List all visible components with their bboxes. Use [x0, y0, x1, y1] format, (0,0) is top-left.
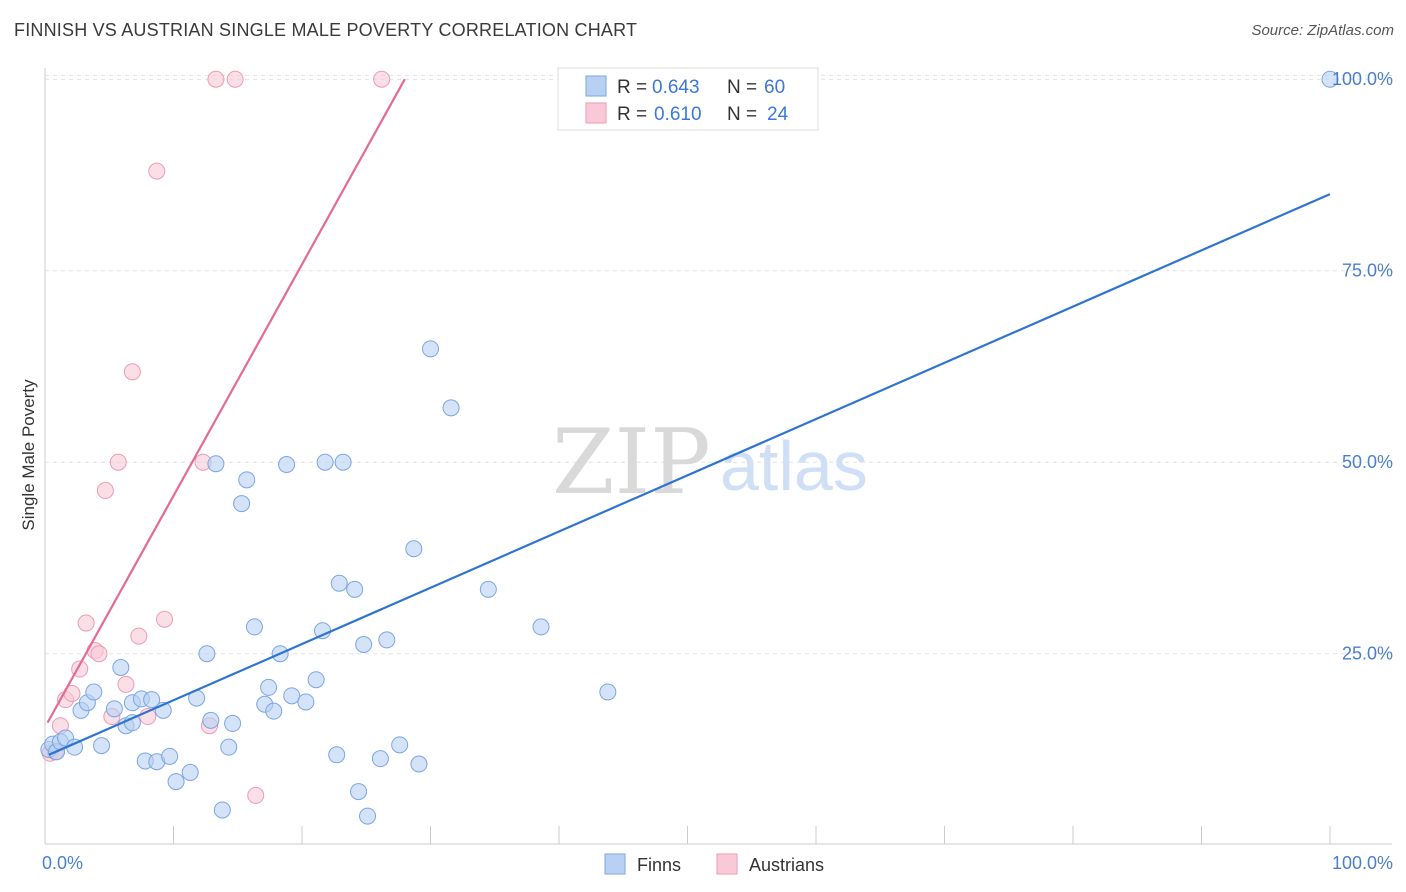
finns-point-37 [278, 455, 296, 473]
finns-n-value: 60 [764, 77, 785, 98]
finns-point-8 [85, 683, 103, 701]
finns-swatch [604, 853, 626, 875]
trendlines [46, 78, 1331, 756]
x-tick-label-min: 0.0% [42, 853, 83, 873]
austrians-r-label: R = [617, 104, 647, 125]
watermark-zip: ZIP [552, 410, 711, 515]
finns-point-29 [224, 714, 242, 732]
finns-point-60 [1321, 70, 1339, 88]
finns-point-35 [265, 702, 283, 720]
finns-point-54 [410, 755, 428, 773]
finns-point-40 [307, 671, 325, 689]
finns-point-57 [479, 580, 497, 598]
chart-title: FINNISH VS AUSTRIAN SINGLE MALE POVERTY … [14, 20, 638, 40]
finns-point-24 [198, 645, 216, 663]
finns-legend-label: Finns [637, 855, 681, 875]
finns-point-42 [316, 453, 334, 471]
source-credit: Source: ZipAtlas.com [1251, 22, 1394, 39]
austrians-r-value: 0.610 [654, 104, 702, 125]
austrians-swatch [716, 853, 738, 875]
watermark: ZIP atlas [552, 410, 868, 515]
finns-point-22 [181, 763, 199, 781]
y-tick-label-50: 50.0% [1342, 452, 1393, 472]
finns-point-46 [346, 580, 364, 598]
series-legend: Finns Austrians [604, 853, 824, 875]
austrians-point-23 [373, 70, 391, 88]
finns-point-25 [202, 711, 220, 729]
finns-point-17 [143, 691, 161, 709]
finns-point-51 [378, 631, 396, 649]
finns-point-32 [245, 618, 263, 636]
finns-point-49 [359, 807, 377, 825]
finns-point-21 [167, 773, 185, 791]
finns-point-45 [334, 453, 352, 471]
finns-point-11 [112, 658, 130, 676]
x-tick-label-max: 100.0% [1332, 853, 1393, 873]
finns-point-59 [599, 683, 617, 701]
finns-point-30 [233, 495, 251, 513]
y-tick-label-100: 100.0% [1332, 69, 1393, 89]
finns-point-9 [93, 737, 111, 755]
finns-point-56 [442, 399, 460, 417]
austrians-point-16 [148, 162, 166, 180]
finns-point-26 [207, 455, 225, 473]
finns-point-58 [532, 618, 550, 636]
finns-legend-swatch [585, 75, 607, 97]
austrians-point-20 [207, 70, 225, 88]
austrians-point-22 [247, 786, 265, 804]
finns-point-27 [213, 801, 231, 819]
finns-trendline [48, 193, 1331, 756]
austrians-point-6 [77, 614, 95, 632]
finns-point-20 [161, 747, 179, 765]
y-tick-label-75: 75.0% [1342, 261, 1393, 281]
finns-point-47 [350, 783, 368, 801]
axes [44, 68, 1392, 845]
finns-point-10 [105, 700, 123, 718]
austrians-point-11 [109, 453, 127, 471]
austrians-point-12 [117, 675, 135, 693]
austrians-n-label: N = [727, 104, 757, 125]
finns-point-34 [260, 678, 278, 696]
austrians-point-21 [226, 70, 244, 88]
finns-point-48 [355, 636, 373, 654]
tick-labels: 25.0% 50.0% 75.0% 100.0% 0.0% 100.0% [42, 69, 1393, 873]
finns-point-39 [297, 693, 315, 711]
finns-r-value: 0.643 [652, 77, 700, 98]
correlation-legend: R = 0.643 N = 60 R = 0.610 N = 24 [557, 67, 819, 131]
finns-point-50 [371, 750, 389, 768]
finns-point-52 [391, 736, 409, 754]
austrians-trendline [46, 78, 406, 724]
austrians-point-14 [130, 627, 148, 645]
austrians-legend-swatch [585, 102, 607, 124]
austrians-legend-label: Austrians [749, 855, 824, 875]
finns-point-44 [330, 574, 348, 592]
finns-point-55 [422, 340, 439, 358]
finns-point-13 [123, 714, 141, 732]
austrians-n-value: 24 [767, 104, 789, 125]
watermark-atlas: atlas [720, 427, 868, 505]
austrians-point-8 [90, 645, 108, 663]
finns-r-label: R = [617, 77, 647, 98]
austrians-point-17 [156, 610, 174, 628]
finns-n-label: N = [727, 77, 757, 98]
finns-point-31 [238, 471, 256, 489]
finns-points [40, 70, 1339, 825]
austrians-point-9 [96, 482, 114, 500]
finns-point-53 [405, 540, 423, 558]
finns-point-43 [328, 746, 346, 764]
y-tick-label-25: 25.0% [1342, 644, 1393, 664]
finns-point-38 [283, 687, 301, 705]
finns-point-28 [220, 738, 238, 756]
y-axis-label: Single Male Poverty [19, 379, 38, 531]
austrians-point-13 [123, 363, 141, 381]
